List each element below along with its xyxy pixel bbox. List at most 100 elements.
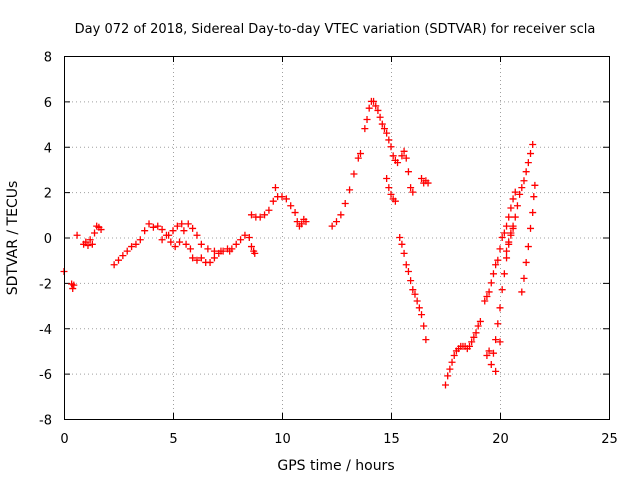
data-point (496, 304, 504, 312)
y-tick-label: -6 (39, 368, 52, 383)
x-tick-label: 25 (601, 432, 618, 447)
data-point (503, 247, 511, 255)
data-point (346, 186, 354, 194)
data-point (483, 292, 491, 300)
data-point (341, 199, 349, 207)
data-point (509, 195, 517, 203)
data-point (496, 338, 504, 346)
data-point (529, 140, 537, 148)
data-point (376, 113, 384, 121)
data-point (278, 193, 286, 201)
data-point (529, 209, 537, 217)
data-point (269, 197, 277, 205)
data-point (182, 240, 190, 248)
data-point (251, 249, 259, 257)
data-point (383, 175, 391, 183)
data-point (418, 311, 426, 319)
data-point (489, 349, 497, 357)
data-point (167, 238, 175, 246)
data-point (487, 361, 495, 369)
plot-frame (64, 56, 610, 420)
data-point (409, 188, 417, 196)
data-point (487, 279, 495, 287)
data-point (503, 254, 511, 262)
data-point (446, 365, 454, 373)
data-point (91, 229, 99, 237)
data-point (178, 220, 186, 228)
data-point (189, 254, 197, 262)
data-point (383, 129, 391, 137)
data-point (180, 227, 188, 235)
data-point (387, 143, 395, 151)
data-point (69, 285, 77, 293)
data-point (354, 154, 362, 162)
data-point (165, 231, 173, 239)
data-point (115, 256, 122, 264)
data-point (402, 154, 410, 162)
data-point (494, 320, 502, 328)
data-point (363, 116, 371, 124)
data-point (511, 188, 519, 196)
y-tick-label: -4 (39, 323, 52, 338)
data-point (509, 222, 517, 230)
data-point (398, 152, 406, 160)
x-axis-label: GPS time / hours (277, 458, 394, 474)
x-gridlines (173, 56, 501, 419)
x-tick-label: 15 (383, 432, 400, 447)
data-point (169, 227, 177, 235)
data-point (350, 170, 358, 178)
data-point (394, 159, 402, 167)
data-point (500, 229, 508, 237)
data-point (193, 231, 201, 239)
data-point (287, 202, 295, 210)
data-point (204, 245, 212, 253)
data-point (518, 288, 526, 296)
x-tick-label: 5 (169, 432, 177, 447)
data-point (149, 223, 157, 231)
data-point (173, 222, 181, 230)
data-point (176, 238, 184, 246)
data-point (217, 247, 225, 255)
data-point (500, 270, 508, 278)
data-point (380, 125, 388, 133)
data-point (465, 342, 473, 350)
data-point (481, 297, 489, 305)
data-point (422, 336, 430, 344)
data-point (271, 184, 279, 192)
data-point (245, 234, 253, 241)
data-point (470, 333, 478, 341)
data-point (404, 268, 412, 276)
data-point (184, 220, 192, 228)
data-point (472, 329, 480, 337)
data-point (128, 243, 136, 251)
data-point (337, 211, 345, 219)
data-point (365, 104, 373, 112)
data-point (476, 317, 484, 325)
data-point (145, 220, 153, 228)
y-tick-label: -8 (39, 414, 52, 429)
data-point (418, 175, 426, 183)
y-tick-label: 8 (44, 51, 52, 66)
data-point (468, 338, 476, 346)
data-point (237, 236, 245, 244)
data-point (398, 240, 406, 248)
data-point (374, 106, 382, 114)
data-point (387, 190, 395, 198)
data-point (485, 288, 493, 296)
data-point (141, 227, 149, 235)
y-tick-label: 2 (44, 187, 52, 202)
data-point (507, 231, 515, 239)
data-point (442, 381, 449, 389)
data-point (450, 351, 458, 359)
data-point (186, 245, 194, 253)
data-point (132, 240, 140, 248)
data-point (247, 243, 255, 251)
data-point (302, 218, 310, 226)
data-point (531, 181, 539, 189)
y-tick-label: 0 (44, 232, 52, 247)
data-point (293, 218, 301, 226)
data-point (210, 254, 218, 262)
data-point (415, 304, 423, 312)
data-point (171, 243, 179, 251)
